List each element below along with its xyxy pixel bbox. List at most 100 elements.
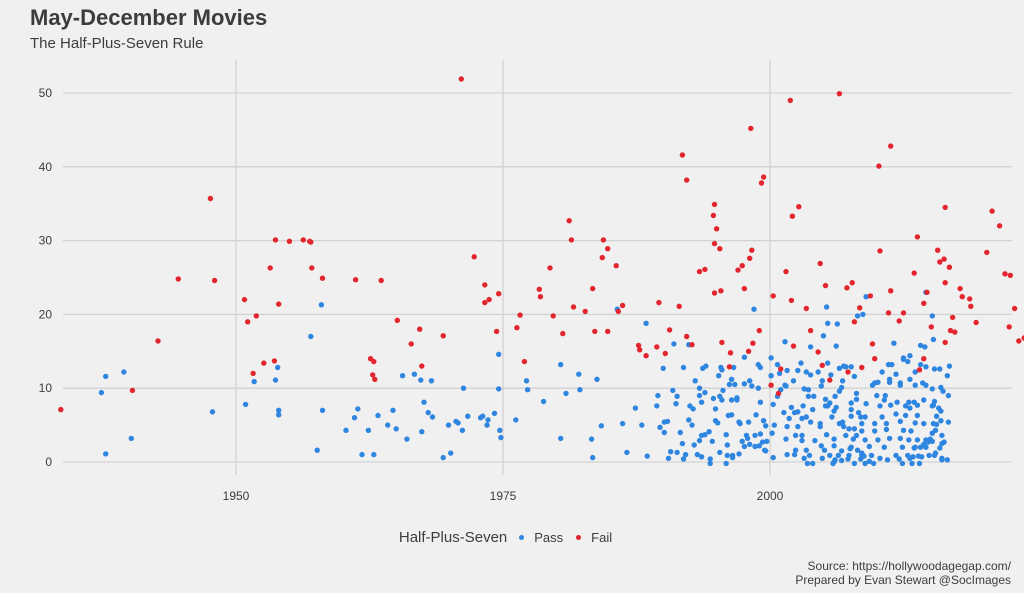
point-fail — [851, 319, 858, 325]
point-fail — [253, 313, 259, 319]
point-pass — [923, 382, 929, 388]
point-fail — [250, 370, 256, 377]
point-fail — [272, 237, 279, 243]
point-fail — [747, 255, 753, 261]
x-tick-label: 1950 — [223, 489, 250, 503]
point-pass — [851, 373, 858, 380]
point-fail — [550, 313, 556, 319]
point-pass — [894, 399, 900, 405]
point-pass — [938, 418, 944, 424]
point-pass — [897, 418, 903, 425]
point-fail — [817, 260, 823, 267]
point-pass — [859, 420, 865, 427]
point-fail — [471, 254, 477, 260]
point-pass — [686, 417, 692, 423]
point-pass — [696, 437, 703, 444]
point-pass — [807, 344, 814, 350]
point-fail — [582, 308, 588, 315]
point-pass — [677, 429, 683, 436]
point-pass — [912, 382, 918, 388]
point-pass — [679, 440, 686, 447]
point-fail — [942, 280, 948, 286]
point-pass — [480, 413, 486, 419]
point-pass — [899, 460, 906, 467]
point-fail — [482, 282, 488, 288]
point-pass — [888, 402, 894, 408]
point-pass — [716, 373, 722, 379]
point-fail — [935, 247, 941, 253]
point-pass — [710, 395, 717, 402]
point-pass — [665, 455, 672, 461]
point-pass — [801, 386, 807, 392]
point-fail — [869, 341, 876, 347]
point-pass — [919, 454, 925, 460]
point-pass — [872, 428, 878, 434]
point-pass — [598, 423, 604, 429]
point-pass — [429, 414, 436, 420]
point-pass — [823, 304, 830, 310]
point-fail — [996, 223, 1003, 229]
point-pass — [753, 412, 759, 418]
point-fail — [942, 339, 948, 346]
point-pass — [694, 451, 701, 458]
point-pass — [819, 378, 825, 384]
point-pass — [660, 365, 666, 371]
point-pass — [870, 460, 877, 467]
point-fail — [58, 406, 64, 413]
point-pass — [513, 417, 519, 423]
point-pass — [702, 389, 708, 396]
point-pass — [308, 333, 314, 340]
point-pass — [940, 388, 946, 394]
point-fail — [662, 350, 668, 357]
point-pass — [862, 414, 868, 420]
y-tick-label: 20 — [39, 307, 53, 321]
point-fail — [207, 195, 214, 202]
point-pass — [801, 455, 807, 461]
point-pass — [421, 399, 427, 405]
point-pass — [661, 429, 667, 436]
point-pass — [741, 354, 748, 360]
point-pass — [760, 418, 767, 424]
point-fail — [656, 299, 662, 306]
point-fail — [521, 358, 528, 365]
point-pass — [689, 422, 695, 428]
point-fail — [941, 256, 947, 262]
point-pass — [759, 439, 766, 445]
point-pass — [724, 442, 730, 448]
point-pass — [745, 419, 752, 425]
point-fail — [408, 341, 414, 347]
point-pass — [351, 415, 358, 421]
point-fail — [900, 310, 907, 316]
point-pass — [737, 420, 743, 427]
point-fail — [599, 254, 605, 261]
point-pass — [540, 398, 547, 405]
point-fail — [768, 382, 774, 388]
point-fail — [775, 390, 782, 397]
point-pass — [827, 400, 833, 406]
point-fail — [514, 325, 520, 331]
point-fail — [175, 276, 181, 282]
point-pass — [879, 414, 885, 420]
point-pass — [800, 403, 806, 409]
caption-credit: Prepared by Evan Stewart @SocImages — [795, 573, 1011, 587]
point-pass — [757, 399, 764, 405]
point-fail — [914, 234, 921, 240]
point-fail — [788, 297, 795, 304]
point-fail — [319, 275, 326, 281]
point-pass — [698, 399, 705, 405]
point-pass — [859, 428, 865, 434]
point-fail — [973, 319, 979, 326]
point-pass — [788, 404, 795, 411]
point-fail — [710, 212, 717, 219]
point-pass — [831, 443, 837, 449]
point-pass — [496, 386, 502, 392]
point-pass — [272, 377, 279, 383]
point-pass — [717, 449, 723, 456]
point-pass — [428, 378, 435, 384]
point-fail — [417, 326, 423, 332]
point-fail — [739, 263, 745, 269]
point-fail — [271, 358, 278, 364]
point-fail — [748, 125, 754, 132]
point-pass — [375, 412, 381, 419]
point-fail — [896, 318, 902, 324]
